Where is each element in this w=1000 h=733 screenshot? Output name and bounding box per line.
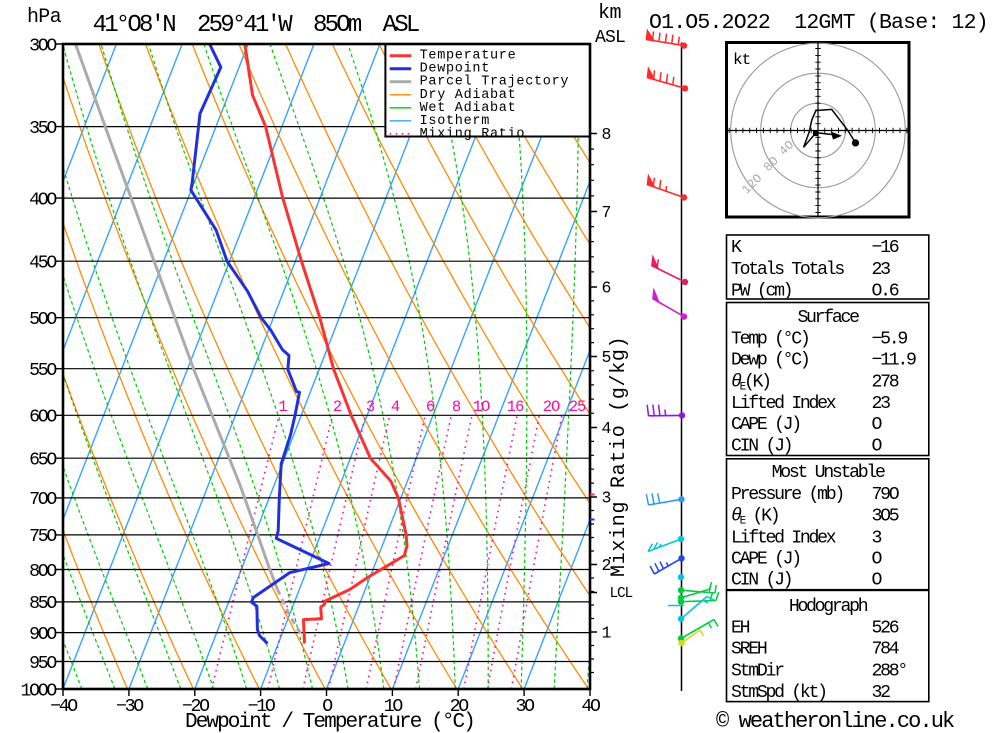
svg-text:3OO: 3OO	[29, 36, 56, 56]
svg-text:O: O	[872, 415, 882, 435]
svg-text:1OOO: 1OOO	[21, 681, 57, 701]
svg-text:θE (K): θE (K)	[731, 507, 778, 528]
svg-text:Mixing Ratio (g/kg): Mixing Ratio (g/kg)	[608, 336, 631, 577]
svg-text:Temp (°C): Temp (°C)	[731, 330, 809, 350]
svg-text:3: 3	[872, 529, 882, 549]
svg-text:Surface: Surface	[797, 308, 859, 328]
svg-text:CIN (J): CIN (J)	[731, 437, 791, 457]
svg-text:41°O8'N 259°41'W 85Om ASL: 41°O8'N 259°41'W 85Om ASL	[93, 12, 419, 39]
svg-text:288°: 288°	[872, 661, 906, 681]
svg-text:−1O: −1O	[248, 697, 275, 717]
svg-text:Dewp (°C): Dewp (°C)	[731, 351, 809, 371]
svg-text:Parcel Trajectory: Parcel Trajectory	[420, 75, 570, 90]
svg-text:Temperature: Temperature	[420, 49, 517, 64]
svg-text:2: 2	[333, 398, 342, 416]
svg-text:Totals Totals: Totals Totals	[731, 260, 844, 280]
svg-text:6OO: 6OO	[29, 408, 56, 428]
svg-text:5OO: 5OO	[29, 310, 56, 330]
svg-text:7: 7	[602, 203, 611, 222]
svg-text:6: 6	[602, 279, 611, 298]
svg-text:Pressure (mb): Pressure (mb)	[731, 485, 843, 505]
svg-text:4: 4	[602, 419, 612, 438]
svg-text:3: 3	[366, 398, 375, 416]
svg-text:1O: 1O	[384, 697, 403, 717]
svg-text:8: 8	[452, 398, 461, 416]
svg-text:1: 1	[602, 624, 612, 643]
svg-text:2: 2	[602, 556, 611, 575]
svg-text:CIN (J): CIN (J)	[731, 570, 791, 590]
svg-text:1: 1	[278, 398, 287, 416]
svg-text:O: O	[872, 570, 882, 590]
svg-text:25: 25	[569, 398, 586, 416]
svg-text:θE(K): θE(K)	[731, 372, 770, 393]
svg-text:−3O: −3O	[116, 697, 143, 717]
svg-text:Lifted Index: Lifted Index	[731, 394, 837, 414]
svg-text:2O: 2O	[450, 697, 469, 717]
svg-text:16: 16	[507, 398, 524, 416]
svg-text:CAPE (J): CAPE (J)	[731, 549, 800, 569]
svg-text:Most Unstable: Most Unstable	[772, 463, 885, 483]
svg-text:Dewpoint / Temperature (°C): Dewpoint / Temperature (°C)	[185, 711, 474, 733]
svg-text:526: 526	[872, 618, 899, 638]
svg-text:EH: EH	[731, 618, 750, 638]
svg-text:55O: 55O	[29, 361, 56, 381]
svg-text:Dewpoint: Dewpoint	[420, 62, 490, 77]
svg-text:784: 784	[872, 640, 899, 660]
svg-text:km: km	[598, 2, 621, 25]
svg-text:9OO: 9OO	[29, 625, 56, 645]
svg-text:−11.9: −11.9	[872, 351, 916, 371]
svg-text:Wet Adiabat: Wet Adiabat	[420, 101, 517, 116]
svg-text:© weatheronline.co.uk: © weatheronline.co.uk	[716, 709, 955, 733]
svg-text:85O: 85O	[29, 594, 56, 614]
svg-text:8: 8	[602, 125, 611, 144]
svg-text:3O5: 3O5	[872, 507, 899, 527]
svg-text:4O: 4O	[581, 697, 600, 717]
svg-text:Hodograph: Hodograph	[789, 597, 868, 617]
svg-text:35O: 35O	[29, 119, 56, 139]
svg-text:8OO: 8OO	[29, 562, 56, 582]
svg-text:ASL: ASL	[595, 28, 625, 48]
svg-text:95O: 95O	[29, 654, 56, 674]
svg-text:Dry Adiabat: Dry Adiabat	[420, 88, 517, 103]
svg-text:23: 23	[872, 260, 891, 280]
svg-text:23: 23	[872, 394, 891, 414]
svg-text:PW (cm): PW (cm)	[731, 282, 791, 302]
svg-text:2O: 2O	[543, 398, 560, 416]
svg-text:Mixing Ratio: Mixing Ratio	[420, 127, 526, 142]
svg-text:Lifted Index: Lifted Index	[731, 529, 837, 549]
svg-text:3: 3	[602, 489, 611, 508]
svg-text:−2O: −2O	[182, 697, 209, 717]
svg-text:O: O	[872, 437, 882, 457]
svg-text:−16: −16	[872, 238, 899, 258]
svg-text:SREH: SREH	[731, 640, 767, 660]
svg-text:1O: 1O	[473, 398, 490, 416]
svg-text:4OO: 4OO	[29, 190, 56, 210]
svg-text:6: 6	[426, 398, 435, 416]
svg-text:−5.9: −5.9	[872, 330, 908, 350]
svg-text:4: 4	[391, 398, 400, 416]
svg-text:79O: 79O	[872, 485, 899, 505]
svg-text:LCL: LCL	[610, 586, 633, 602]
svg-text:hPa: hPa	[27, 6, 62, 29]
svg-text:CAPE (J): CAPE (J)	[731, 415, 800, 435]
svg-text:32: 32	[872, 683, 891, 703]
svg-text:45O: 45O	[29, 254, 56, 274]
svg-text:StmDir: StmDir	[731, 661, 784, 681]
svg-text:Isotherm: Isotherm	[420, 114, 490, 129]
svg-text:kt: kt	[733, 51, 750, 69]
svg-text:278: 278	[872, 372, 899, 392]
svg-text:65O: 65O	[29, 451, 56, 471]
svg-text:O: O	[872, 549, 882, 569]
svg-text:75O: 75O	[29, 527, 56, 547]
svg-text:O.6: O.6	[872, 282, 899, 302]
svg-text:−4O: −4O	[50, 697, 77, 717]
svg-text:5: 5	[602, 348, 611, 367]
svg-text:StmSpd (kt): StmSpd (kt)	[731, 683, 826, 703]
svg-text:O1.O5.2O22 12GMT (Base: 12): O1.O5.2O22 12GMT (Base: 12)	[649, 11, 988, 35]
svg-text:7OO: 7OO	[29, 490, 56, 510]
svg-text:3O: 3O	[515, 697, 534, 717]
